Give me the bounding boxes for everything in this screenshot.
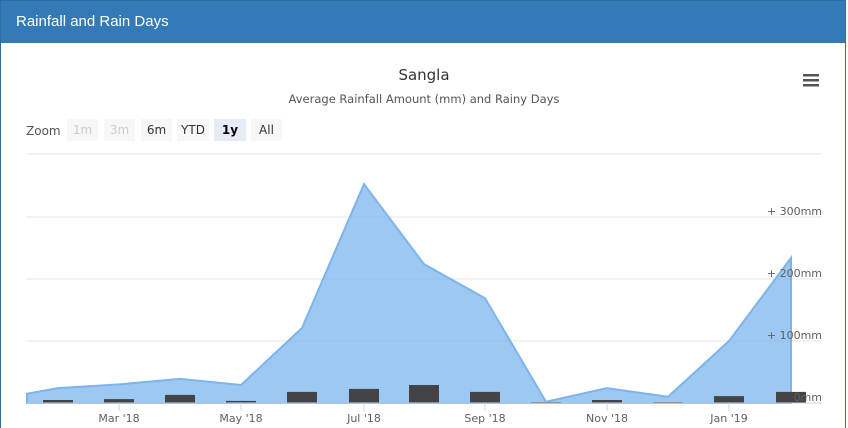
x-tick-label: Sep '18	[464, 412, 505, 425]
rainy-days-bar	[776, 391, 806, 403]
chart-title: Sangla	[398, 66, 449, 84]
rainy-days-bar	[226, 400, 256, 403]
rainy-days-bar	[287, 391, 317, 403]
x-tick-label: Nov '18	[586, 412, 628, 425]
rainy-days-bar	[349, 388, 379, 403]
y-tick-label: 0mm	[794, 391, 822, 404]
y-tick-label: + 200mm	[767, 267, 822, 280]
rainy-days-bar	[43, 400, 73, 403]
zoom-button-1y[interactable]: 1y	[214, 119, 246, 141]
zoom-button-all[interactable]: All	[251, 119, 282, 141]
zoom-label: Zoom	[26, 124, 61, 138]
rainy-days-bar	[592, 400, 622, 403]
x-tick-label: May '18	[219, 412, 262, 425]
y-tick-label: + 100mm	[767, 329, 822, 342]
zoom-button-3m[interactable]: 3m	[104, 119, 135, 141]
rainy-days-bar	[165, 394, 195, 403]
zoom-button-ytd[interactable]: YTD	[177, 119, 209, 141]
rainy-days-bar	[714, 396, 744, 403]
y-tick-label: + 300mm	[767, 205, 822, 218]
x-tick-label: Mar '18	[98, 412, 139, 425]
zoom-button-6m[interactable]: 6m	[141, 119, 172, 141]
x-tick-label: Jul '18	[346, 412, 381, 425]
rainy-days-bar	[104, 399, 134, 403]
chart-subtitle: Average Rainfall Amount (mm) and Rainy D…	[289, 92, 560, 106]
menu-icon[interactable]	[803, 74, 819, 87]
x-tick-label: Jan '19	[709, 412, 747, 425]
rainy-days-bar	[470, 391, 500, 403]
rainy-days-bar	[409, 385, 439, 403]
zoom-button-1m[interactable]: 1m	[67, 119, 98, 141]
panel-title: Rainfall and Rain Days	[1, 1, 845, 43]
